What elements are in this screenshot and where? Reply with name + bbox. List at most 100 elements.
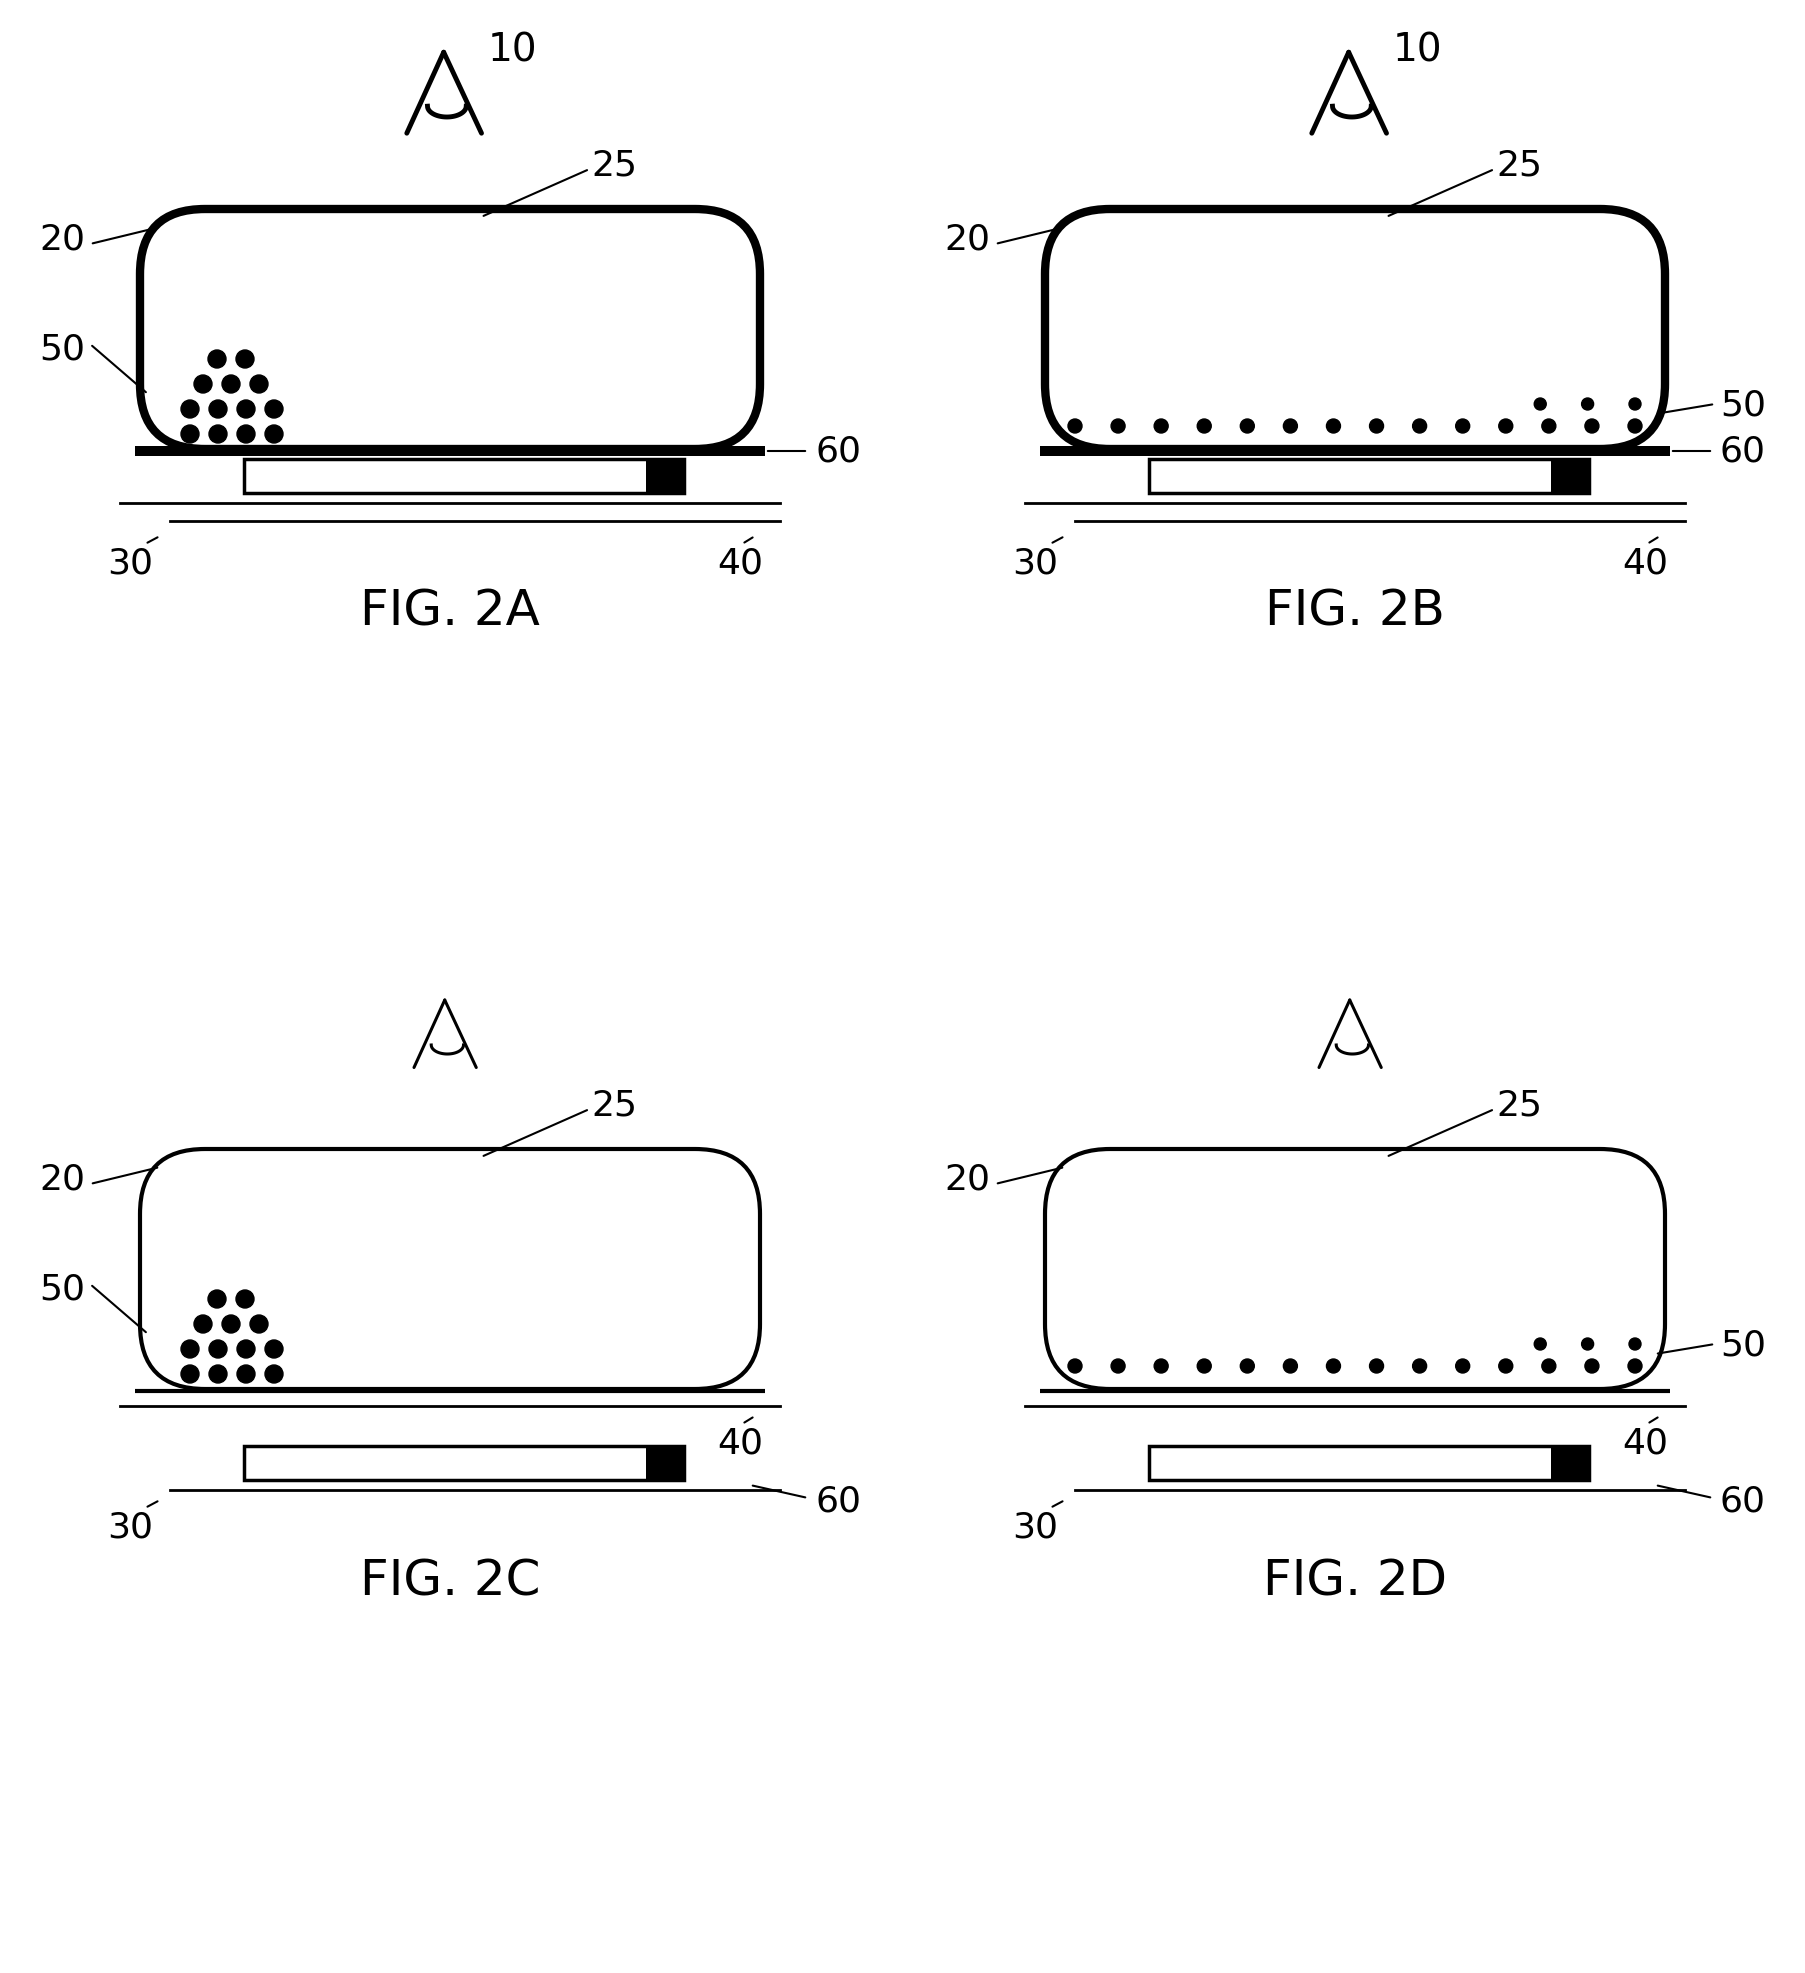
Circle shape [265, 1365, 283, 1383]
Circle shape [209, 1340, 227, 1357]
Circle shape [1153, 1359, 1168, 1373]
Bar [1148, 460, 1588, 493]
Circle shape [1069, 420, 1081, 434]
Circle shape [1112, 1359, 1125, 1373]
Text: 40: 40 [1623, 547, 1668, 580]
Circle shape [1240, 1359, 1254, 1373]
Circle shape [1069, 1359, 1081, 1373]
Text: 25: 25 [592, 148, 637, 182]
Text: 20: 20 [40, 1162, 85, 1196]
Circle shape [222, 375, 240, 395]
Circle shape [209, 401, 227, 418]
Circle shape [265, 1340, 283, 1357]
Circle shape [1370, 420, 1384, 434]
Text: 10: 10 [487, 32, 538, 69]
Circle shape [236, 351, 255, 369]
FancyBboxPatch shape [1045, 209, 1664, 450]
Circle shape [1240, 420, 1254, 434]
Text: 60: 60 [816, 1484, 861, 1517]
Circle shape [208, 351, 226, 369]
Text: 60: 60 [1720, 434, 1765, 470]
Text: 60: 60 [1720, 1484, 1765, 1517]
Bar [646, 1446, 684, 1480]
Circle shape [1370, 1359, 1384, 1373]
Circle shape [1628, 1338, 1641, 1350]
FancyBboxPatch shape [141, 1150, 760, 1389]
Text: 50: 50 [1720, 389, 1765, 422]
Circle shape [208, 1290, 226, 1308]
Circle shape [180, 1365, 199, 1383]
Circle shape [1112, 420, 1125, 434]
Text: 20: 20 [944, 1162, 989, 1196]
Circle shape [1153, 420, 1168, 434]
Circle shape [1581, 1338, 1594, 1350]
Circle shape [236, 401, 255, 418]
Circle shape [209, 426, 227, 444]
Text: FIG. 2A: FIG. 2A [359, 588, 540, 635]
Circle shape [1534, 399, 1547, 410]
Circle shape [265, 426, 283, 444]
Circle shape [1581, 399, 1594, 410]
Text: 25: 25 [1496, 1087, 1543, 1121]
Text: 20: 20 [40, 223, 85, 256]
Text: FIG. 2C: FIG. 2C [359, 1557, 540, 1604]
FancyBboxPatch shape [1045, 1150, 1664, 1389]
Text: FIG. 2B: FIG. 2B [1265, 588, 1446, 635]
Circle shape [1327, 420, 1341, 434]
FancyBboxPatch shape [141, 209, 760, 450]
Bar [1148, 1446, 1588, 1480]
Bar [244, 1446, 684, 1480]
Circle shape [1498, 1359, 1513, 1373]
Circle shape [209, 1365, 227, 1383]
Circle shape [1413, 1359, 1426, 1373]
Text: FIG. 2D: FIG. 2D [1264, 1557, 1448, 1604]
Text: 60: 60 [816, 434, 861, 470]
Text: 10: 10 [1393, 32, 1442, 69]
Circle shape [1197, 1359, 1211, 1373]
Text: 25: 25 [592, 1087, 637, 1121]
Circle shape [1628, 399, 1641, 410]
Circle shape [1628, 1359, 1643, 1373]
Circle shape [236, 426, 255, 444]
Text: 50: 50 [40, 333, 85, 367]
Text: 40: 40 [717, 1426, 764, 1460]
Circle shape [193, 1316, 211, 1334]
Circle shape [236, 1365, 255, 1383]
Text: 30: 30 [1013, 1509, 1058, 1545]
Bar [646, 460, 684, 493]
Text: 30: 30 [106, 1509, 153, 1545]
Bar [1550, 1446, 1588, 1480]
Text: 25: 25 [1496, 148, 1543, 182]
Circle shape [180, 401, 199, 418]
Text: 40: 40 [1623, 1426, 1668, 1460]
Circle shape [1541, 420, 1556, 434]
Circle shape [193, 375, 211, 395]
Bar [244, 460, 684, 493]
Circle shape [180, 1340, 199, 1357]
Circle shape [1283, 420, 1298, 434]
Circle shape [1585, 420, 1599, 434]
Circle shape [1498, 420, 1513, 434]
Circle shape [1628, 420, 1643, 434]
Circle shape [1585, 1359, 1599, 1373]
Circle shape [1541, 1359, 1556, 1373]
Bar [1550, 460, 1588, 493]
Circle shape [1413, 420, 1426, 434]
Circle shape [251, 1316, 267, 1334]
Circle shape [265, 401, 283, 418]
Text: 30: 30 [106, 547, 153, 580]
Text: 50: 50 [40, 1273, 85, 1306]
Circle shape [180, 426, 199, 444]
Circle shape [1197, 420, 1211, 434]
Circle shape [1455, 1359, 1469, 1373]
Circle shape [1455, 420, 1469, 434]
Text: 20: 20 [944, 223, 989, 256]
Circle shape [1283, 1359, 1298, 1373]
Text: 40: 40 [717, 547, 764, 580]
Circle shape [236, 1290, 255, 1308]
Circle shape [1534, 1338, 1547, 1350]
Circle shape [251, 375, 267, 395]
Circle shape [1327, 1359, 1341, 1373]
Text: 30: 30 [1013, 547, 1058, 580]
Circle shape [236, 1340, 255, 1357]
